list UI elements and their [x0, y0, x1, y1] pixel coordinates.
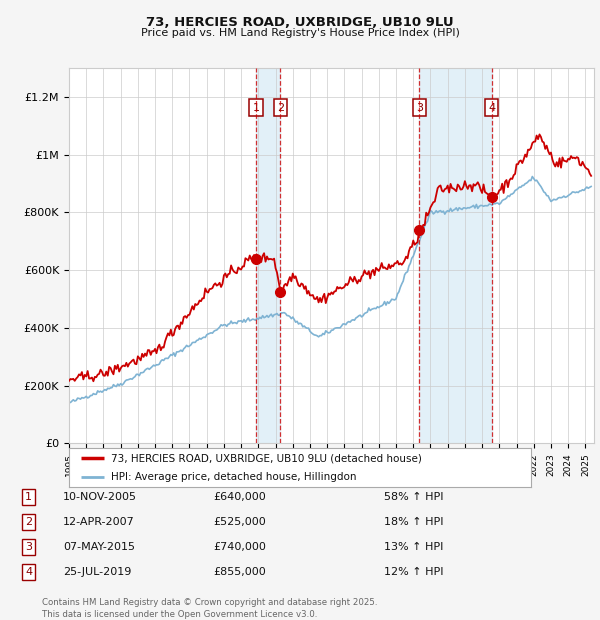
Text: 1: 1: [25, 492, 32, 502]
Text: 13% ↑ HPI: 13% ↑ HPI: [384, 542, 443, 552]
Text: £525,000: £525,000: [214, 517, 266, 527]
Text: 25-JUL-2019: 25-JUL-2019: [63, 567, 131, 577]
Text: 4: 4: [488, 102, 496, 113]
Text: 18% ↑ HPI: 18% ↑ HPI: [384, 517, 443, 527]
Text: £640,000: £640,000: [214, 492, 266, 502]
Text: 12% ↑ HPI: 12% ↑ HPI: [384, 567, 443, 577]
Text: 07-MAY-2015: 07-MAY-2015: [63, 542, 135, 552]
Text: 4: 4: [25, 567, 32, 577]
Text: HPI: Average price, detached house, Hillingdon: HPI: Average price, detached house, Hill…: [110, 472, 356, 482]
Text: 2: 2: [277, 102, 284, 113]
Text: 3: 3: [416, 102, 423, 113]
Text: 1: 1: [253, 102, 259, 113]
Text: £740,000: £740,000: [214, 542, 266, 552]
Text: Price paid vs. HM Land Registry's House Price Index (HPI): Price paid vs. HM Land Registry's House …: [140, 28, 460, 38]
Text: 73, HERCIES ROAD, UXBRIDGE, UB10 9LU: 73, HERCIES ROAD, UXBRIDGE, UB10 9LU: [146, 16, 454, 29]
Text: 2: 2: [25, 517, 32, 527]
Text: £855,000: £855,000: [214, 567, 266, 577]
Text: 73, HERCIES ROAD, UXBRIDGE, UB10 9LU (detached house): 73, HERCIES ROAD, UXBRIDGE, UB10 9LU (de…: [110, 453, 421, 463]
Bar: [419, 68, 492, 443]
Text: 58% ↑ HPI: 58% ↑ HPI: [384, 492, 443, 502]
Bar: [256, 68, 280, 443]
Text: 3: 3: [25, 542, 32, 552]
Text: 10-NOV-2005: 10-NOV-2005: [63, 492, 137, 502]
Text: Contains HM Land Registry data © Crown copyright and database right 2025.
This d: Contains HM Land Registry data © Crown c…: [42, 598, 377, 619]
Text: 12-APR-2007: 12-APR-2007: [63, 517, 135, 527]
